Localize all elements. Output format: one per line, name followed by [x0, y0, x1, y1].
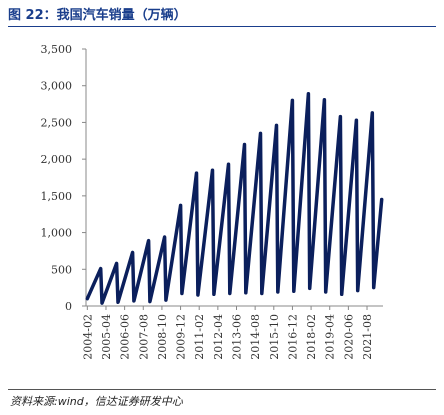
series-point — [132, 299, 136, 303]
footer-rule — [8, 389, 436, 390]
series-point — [147, 239, 150, 242]
y-tick-label: 2,000 — [41, 153, 73, 166]
x-tick-label: 2011-02 — [193, 314, 206, 360]
series-point — [100, 301, 104, 305]
series-point — [99, 267, 102, 270]
x-tick-label: 2004-02 — [81, 314, 94, 360]
series-point — [356, 289, 359, 292]
y-tick-label: 2,500 — [41, 116, 73, 129]
x-tick-label: 2012-04 — [212, 314, 225, 360]
series-point — [131, 251, 134, 254]
series-point — [211, 169, 214, 172]
y-tick-label: 0 — [65, 300, 72, 313]
x-tick-label: 2013-06 — [230, 314, 243, 360]
series-point — [244, 291, 247, 294]
series-point — [164, 298, 168, 302]
series-point — [292, 290, 295, 293]
y-tick-label: 1,000 — [41, 227, 73, 240]
series-point — [180, 292, 184, 295]
series-point — [148, 300, 152, 303]
series-point — [307, 92, 310, 96]
y-tick-label: 500 — [51, 263, 72, 276]
series-line — [85, 92, 384, 305]
series-point — [86, 297, 89, 300]
source-note: 资料来源:wind，信达证券研发中心 — [10, 395, 183, 408]
series-point — [355, 119, 358, 122]
x-tick-label: 2016-12 — [286, 314, 299, 360]
x-tick-label: 2008-10 — [156, 314, 169, 360]
series-point — [380, 198, 383, 201]
series-point — [308, 287, 311, 290]
series-point — [324, 290, 327, 294]
y-tick-label: 1,500 — [41, 190, 73, 203]
series-point — [291, 99, 294, 102]
series-point — [339, 115, 342, 118]
series-point — [243, 143, 246, 146]
series-point — [371, 111, 374, 115]
x-tick-label: 2021-08 — [361, 314, 374, 360]
figure-title: 图 22：我国汽车销量（万辆） — [8, 8, 187, 23]
x-tick-label: 2014-08 — [249, 314, 262, 360]
series-points — [86, 92, 383, 305]
y-tick-label: 3,000 — [41, 80, 73, 93]
x-tick-label: 2005-04 — [100, 314, 113, 360]
x-tick-label: 2020-06 — [342, 314, 355, 360]
x-tick-label: 2007-08 — [137, 314, 150, 360]
series-point — [276, 290, 279, 294]
series-point — [195, 171, 198, 175]
series-point — [228, 292, 231, 295]
series-point — [340, 293, 343, 296]
x-axis-ticks: 2004-02 2005-04 2006-06 2007-08 2008-10 2009-… — [81, 306, 374, 360]
x-tick-label: 2019-04 — [324, 314, 337, 360]
series-point — [275, 124, 278, 127]
series-point — [260, 292, 263, 295]
series-point — [196, 293, 200, 297]
title-rule — [8, 26, 436, 27]
x-tick-label: 2006-06 — [119, 314, 132, 360]
series-point — [163, 235, 166, 239]
series-point — [212, 293, 216, 296]
x-tick-label: 2015-10 — [268, 314, 281, 360]
series-point — [179, 204, 182, 207]
series-point — [227, 163, 230, 166]
series-point — [115, 262, 118, 265]
x-tick-label: 2018-02 — [305, 314, 318, 360]
y-tick-label: 3,500 — [41, 43, 73, 56]
series-point — [259, 132, 262, 135]
series-point — [116, 301, 120, 304]
series-point — [323, 98, 326, 101]
x-tick-label: 2009-12 — [175, 314, 188, 360]
y-axis-ticks: 0 500 1,000 1,500 2,000 2,500 3,000 3,500 — [41, 43, 86, 313]
series-point — [372, 286, 375, 289]
